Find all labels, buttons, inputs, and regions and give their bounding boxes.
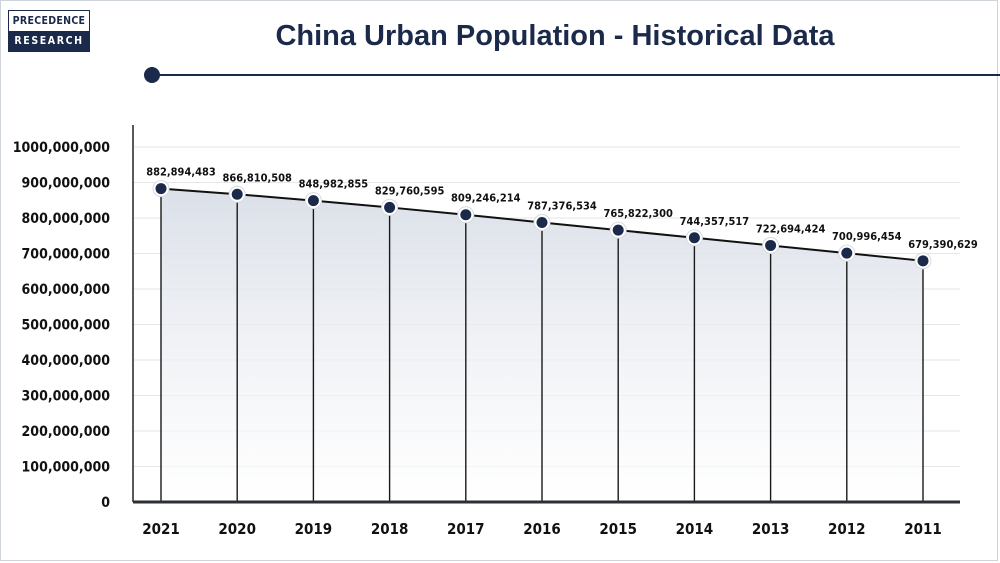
data-point bbox=[688, 232, 700, 244]
x-tick-label: 2011 bbox=[904, 520, 942, 538]
y-tick-labels: 0 100,000,000 200,000,000 300,000,000 400,00… bbox=[13, 140, 110, 511]
data-label: 765,822,300 bbox=[603, 207, 673, 220]
data-label: 744,357,517 bbox=[680, 215, 750, 228]
y-tick-label: 600,000,000 bbox=[22, 282, 111, 298]
data-point bbox=[536, 216, 548, 228]
x-tick-label: 2018 bbox=[371, 520, 409, 538]
x-tick-label: 2021 bbox=[142, 520, 180, 538]
data-label: 866,810,508 bbox=[222, 171, 292, 184]
x-tick-label: 2019 bbox=[295, 520, 333, 538]
data-point bbox=[765, 239, 777, 251]
y-tick-label: 200,000,000 bbox=[22, 424, 111, 440]
x-tick-label: 2016 bbox=[523, 520, 561, 538]
data-point bbox=[841, 247, 853, 259]
data-label: 809,246,214 bbox=[451, 192, 521, 205]
brand-logo-line2: RESEARCH bbox=[9, 31, 89, 51]
y-tick-label: 0 bbox=[101, 495, 110, 511]
data-point bbox=[155, 183, 167, 195]
y-tick-label: 800,000,000 bbox=[22, 211, 111, 227]
data-point bbox=[460, 209, 472, 221]
y-tick-label: 500,000,000 bbox=[22, 318, 111, 334]
y-tick-label: 1000,000,000 bbox=[13, 140, 110, 156]
data-point bbox=[612, 224, 624, 236]
brand-logo: PRECEDENCE RESEARCH bbox=[8, 10, 90, 52]
x-tick-label: 2015 bbox=[599, 520, 637, 538]
data-labels: 882,894,483 866,810,508 848,982,855 829,760… bbox=[146, 166, 978, 251]
data-label: 829,760,595 bbox=[375, 184, 445, 197]
x-tick-label: 2017 bbox=[447, 520, 485, 538]
data-point bbox=[384, 201, 396, 213]
brand-logo-line1: PRECEDENCE bbox=[12, 15, 86, 27]
x-tick-label: 2020 bbox=[218, 520, 256, 538]
data-label: 882,894,483 bbox=[146, 166, 216, 179]
x-tick-label: 2013 bbox=[752, 520, 790, 538]
title-rule bbox=[152, 74, 1000, 76]
data-point bbox=[231, 188, 243, 200]
data-point bbox=[917, 255, 929, 267]
data-label: 679,390,629 bbox=[908, 238, 978, 251]
data-label: 787,376,534 bbox=[527, 199, 597, 212]
data-label: 700,996,454 bbox=[832, 230, 902, 243]
x-tick-label: 2014 bbox=[676, 520, 714, 538]
y-tick-label: 300,000,000 bbox=[22, 389, 111, 405]
data-point bbox=[307, 195, 319, 207]
y-tick-label: 700,000,000 bbox=[22, 247, 111, 263]
chart-title: China Urban Population - Historical Data bbox=[275, 20, 835, 52]
x-tick-label: 2012 bbox=[828, 520, 866, 538]
y-tick-label: 900,000,000 bbox=[22, 176, 111, 192]
drop-lines bbox=[160, 188, 924, 502]
y-tick-label: 400,000,000 bbox=[22, 353, 111, 369]
axes bbox=[132, 125, 960, 504]
data-points bbox=[152, 180, 932, 270]
data-label: 722,694,424 bbox=[756, 222, 826, 235]
x-tick-labels: 2021 2020 2019 2018 2017 2016 2015 2014 2013 2012… bbox=[142, 520, 942, 538]
data-label: 848,982,855 bbox=[299, 178, 369, 191]
y-tick-label: 100,000,000 bbox=[22, 460, 111, 476]
